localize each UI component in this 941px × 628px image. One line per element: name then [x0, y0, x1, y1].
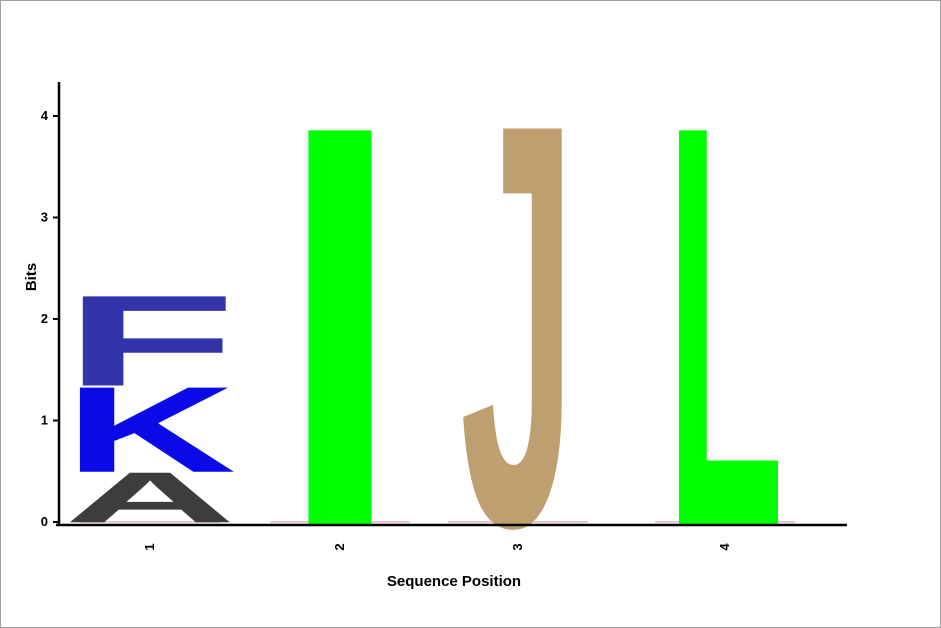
- logo-letter-l: L: [666, 6, 784, 628]
- x-axis-title: Sequence Position: [387, 573, 521, 590]
- x-tick-label: 3: [510, 543, 525, 550]
- x-tick-label: 1: [142, 543, 157, 550]
- logo-letters: AKF I J L: [64, 3, 795, 628]
- logo-letter-j: J: [460, 3, 576, 628]
- logo-letter-k: K: [64, 362, 236, 498]
- y-axis-ticks: 0 1 2 3 4: [41, 108, 59, 529]
- x-tick-label: 2: [332, 543, 347, 550]
- y-tick-label: 3: [41, 210, 48, 225]
- minor-letters-residue: [80, 521, 220, 523]
- x-tick-label: 4: [717, 543, 732, 551]
- y-tick-label: 0: [41, 514, 48, 529]
- minor-letters-residue: [270, 521, 410, 523]
- logo-letter-i: I: [279, 8, 401, 628]
- logo-letter-f: F: [64, 269, 236, 413]
- y-tick-label: 2: [41, 311, 48, 326]
- x-axis-ticks: 1 2 3 4: [142, 543, 732, 551]
- minor-letters-residue: [655, 521, 795, 523]
- minor-letters-residue: [448, 521, 588, 523]
- y-tick-label: 4: [41, 108, 49, 123]
- y-tick-label: 1: [41, 413, 48, 428]
- y-axis-title: Bits: [23, 263, 40, 291]
